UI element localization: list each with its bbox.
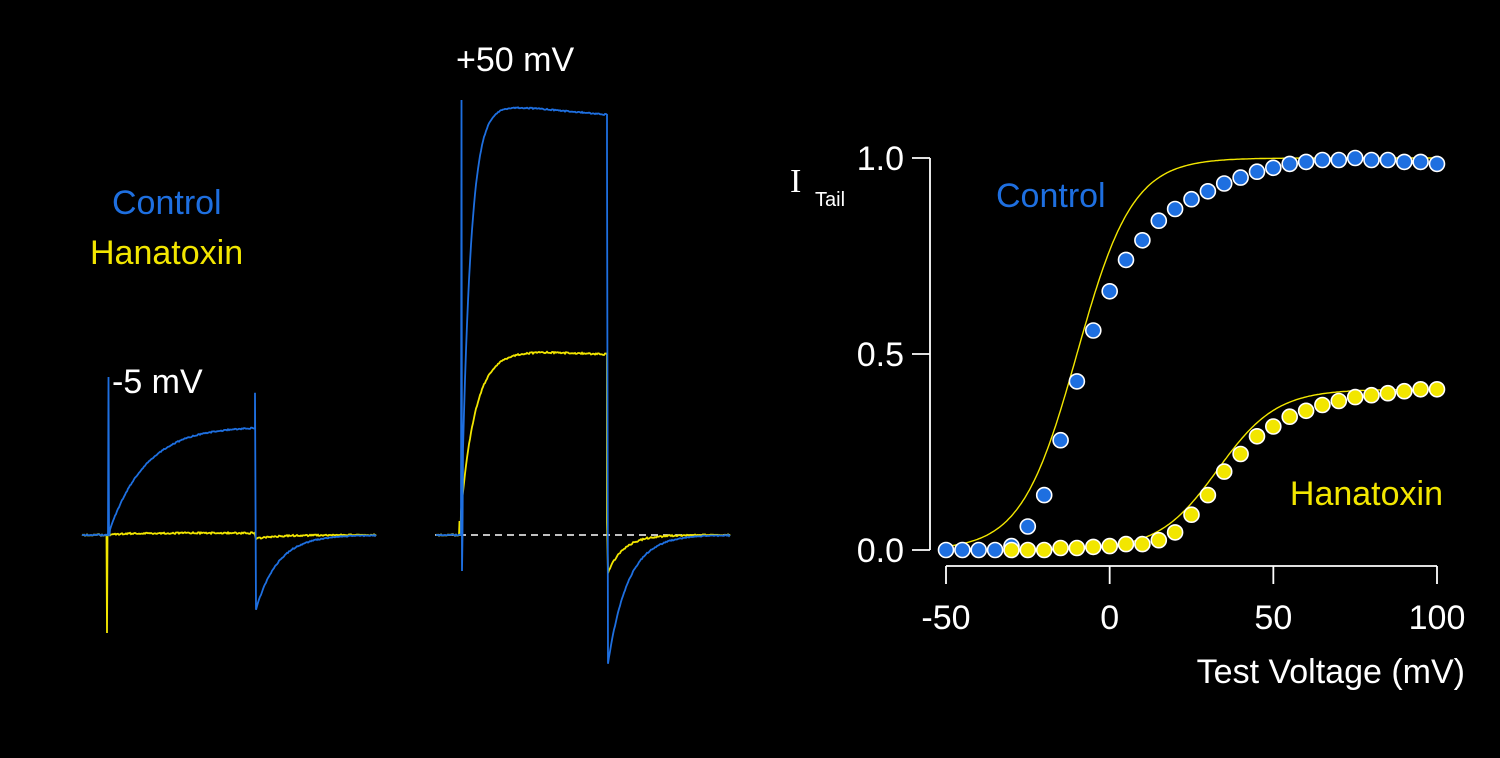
data-point-control bbox=[1019, 518, 1037, 535]
data-point-control bbox=[937, 541, 955, 559]
data-point-control bbox=[1330, 151, 1348, 169]
data-points bbox=[937, 149, 1446, 559]
data-point-control bbox=[1117, 251, 1135, 269]
legend-control-label: Control bbox=[112, 184, 222, 222]
data-point-hanatoxin bbox=[1248, 427, 1266, 445]
current-traces: Control Hanatoxin -5 mV +50 mV bbox=[81, 41, 731, 664]
data-point-hanatoxin bbox=[1003, 541, 1020, 559]
x-tick-label: 50 bbox=[1254, 599, 1292, 637]
data-point-control bbox=[1265, 159, 1282, 177]
data-point-control bbox=[1346, 149, 1364, 167]
trace-plus50-control bbox=[435, 99, 731, 664]
data-point-hanatoxin bbox=[1052, 539, 1069, 557]
trace-label-plus50: +50 mV bbox=[456, 41, 574, 79]
trace-minus5-hanatoxin bbox=[81, 530, 377, 634]
x-tick-label: 100 bbox=[1409, 599, 1466, 637]
data-point-control bbox=[1232, 169, 1249, 186]
trace-label-minus5: -5 mV bbox=[112, 363, 203, 401]
data-point-hanatoxin bbox=[1199, 486, 1217, 504]
data-point-control bbox=[1297, 153, 1315, 171]
trace-plus50-hanatoxin bbox=[435, 350, 731, 574]
series-label-hanatoxin: Hanatoxin bbox=[1290, 475, 1443, 513]
data-point-control bbox=[1085, 322, 1102, 339]
data-point-control bbox=[1183, 190, 1200, 208]
x-tick-label: -50 bbox=[921, 599, 970, 637]
data-point-control bbox=[1199, 183, 1217, 200]
data-point-hanatoxin bbox=[1019, 541, 1037, 559]
x-axis-label: Test Voltage (mV) bbox=[1197, 653, 1465, 691]
data-point-hanatoxin bbox=[1068, 539, 1086, 557]
data-point-hanatoxin bbox=[1265, 418, 1282, 435]
data-point-hanatoxin bbox=[1281, 408, 1298, 426]
data-point-control bbox=[986, 541, 1004, 559]
y-tick-label: 1.0 bbox=[857, 140, 904, 178]
data-point-hanatoxin bbox=[1346, 388, 1364, 406]
data-point-control bbox=[1314, 151, 1331, 169]
plot-axes: 0.0 0.5 1.0 -50 0 50 100 bbox=[857, 140, 1466, 637]
data-point-hanatoxin bbox=[1297, 402, 1315, 420]
y-tick-label: 0.5 bbox=[857, 336, 904, 374]
data-point-control bbox=[970, 541, 988, 559]
data-point-hanatoxin bbox=[1232, 445, 1249, 463]
y-axis-label: I bbox=[790, 163, 801, 200]
data-point-hanatoxin bbox=[1035, 541, 1053, 559]
data-point-hanatoxin bbox=[1183, 506, 1200, 524]
data-point-control bbox=[1363, 151, 1380, 169]
data-point-hanatoxin bbox=[1428, 380, 1446, 398]
data-point-hanatoxin bbox=[1117, 535, 1135, 553]
data-point-control bbox=[1428, 155, 1446, 173]
data-point-control bbox=[1281, 155, 1298, 173]
legend-hanatoxin-label: Hanatoxin bbox=[90, 234, 243, 272]
y-tick-label: 0.0 bbox=[857, 532, 904, 570]
data-point-control bbox=[1035, 486, 1053, 504]
data-point-control bbox=[1101, 282, 1118, 300]
data-point-control bbox=[1215, 175, 1233, 192]
data-point-hanatoxin bbox=[1412, 380, 1429, 398]
data-point-hanatoxin bbox=[1085, 538, 1102, 556]
data-point-hanatoxin bbox=[1314, 396, 1331, 414]
data-point-control bbox=[1052, 431, 1069, 449]
data-point-hanatoxin bbox=[1166, 524, 1184, 541]
x-tick-label: 0 bbox=[1100, 599, 1119, 637]
data-point-hanatoxin bbox=[1150, 531, 1168, 549]
data-point-control bbox=[1412, 153, 1429, 171]
data-point-hanatoxin bbox=[1134, 535, 1151, 553]
data-point-control bbox=[1379, 151, 1397, 169]
trace-minus5-control bbox=[81, 376, 377, 611]
data-point-control bbox=[1150, 212, 1168, 229]
data-point-hanatoxin bbox=[1215, 463, 1233, 480]
tail-current-plot: 0.0 0.5 1.0 -50 0 50 100 I Tail Test Voltage (… bbox=[790, 140, 1465, 691]
data-point-hanatoxin bbox=[1396, 382, 1413, 400]
data-point-control bbox=[1248, 163, 1266, 180]
data-point-control bbox=[1396, 153, 1413, 171]
data-point-control bbox=[1068, 373, 1086, 390]
data-point-hanatoxin bbox=[1363, 386, 1380, 404]
y-axis-label-subscript: Tail bbox=[815, 189, 845, 211]
data-point-control bbox=[1134, 232, 1151, 249]
data-point-control bbox=[954, 541, 971, 559]
data-point-hanatoxin bbox=[1330, 392, 1348, 410]
data-point-hanatoxin bbox=[1379, 384, 1397, 402]
data-point-control bbox=[1166, 200, 1184, 218]
data-point-hanatoxin bbox=[1101, 537, 1118, 555]
series-label-control: Control bbox=[996, 177, 1106, 215]
